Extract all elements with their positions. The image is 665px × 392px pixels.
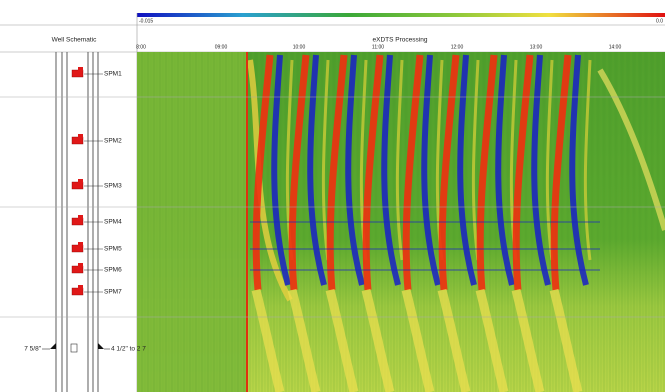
mandrel-valve	[78, 242, 83, 246]
right-header: eXDTS Processing	[373, 37, 428, 44]
streak	[549, 288, 583, 392]
streak	[307, 54, 327, 286]
colorbar-max: 0.0	[656, 18, 663, 24]
streak	[288, 54, 310, 291]
streak	[550, 54, 572, 291]
mandrel-valve	[78, 67, 83, 71]
streak	[345, 54, 365, 286]
streak	[287, 288, 321, 392]
time-tick-label: 8:00	[136, 44, 146, 50]
mandrel-valve	[78, 134, 83, 138]
streak	[395, 59, 404, 261]
streak	[402, 54, 424, 291]
streak	[421, 54, 441, 286]
mandrel	[71, 136, 84, 145]
mandrel-label: SPM4	[104, 219, 122, 226]
mandrel-label: SPM6	[104, 267, 122, 274]
mandrel-valve	[78, 215, 83, 219]
time-tick-label: 10:00	[293, 44, 306, 50]
streak	[511, 288, 545, 392]
streak	[271, 54, 291, 286]
mandrel	[71, 265, 84, 274]
mandrel-label: SPM5	[104, 246, 122, 253]
mandrel-label: SPM3	[104, 183, 122, 190]
streak	[361, 288, 395, 392]
streak	[545, 59, 554, 261]
well-schematic: 7 5/8" 4 1/2" to 2 7 SPM1 SPM2 SPM3 SPM4 SPM…	[24, 52, 146, 392]
streak	[457, 54, 477, 286]
streak	[401, 288, 435, 392]
streak	[512, 54, 534, 291]
time-tick-label: 11:00	[372, 44, 384, 50]
mandrel	[71, 69, 84, 78]
mandrel	[71, 181, 84, 190]
time-tick-label: 13:00	[530, 44, 543, 50]
mandrel-valve	[78, 179, 83, 183]
mandrel	[71, 287, 84, 296]
streak	[531, 54, 551, 286]
streak	[438, 54, 460, 291]
heatmap-pre	[137, 52, 247, 392]
casing-shoe	[50, 343, 56, 349]
time-tick-label: 12:00	[451, 44, 464, 50]
packer	[70, 343, 78, 353]
colorbar	[137, 13, 665, 17]
streak	[381, 54, 401, 286]
casing-label: 7 5/8"	[24, 346, 41, 353]
mandrel	[71, 217, 84, 226]
colorbar-min: -0.015	[139, 18, 153, 24]
streak	[321, 59, 330, 261]
tubing-label: 4 1/2" to 2 7	[111, 346, 146, 353]
streak	[495, 54, 515, 286]
casing-shoe	[98, 343, 104, 349]
mandrel-valve	[78, 263, 83, 267]
streak	[476, 54, 498, 291]
mandrel	[71, 244, 84, 253]
time-tick-label: 09:00	[215, 44, 228, 50]
mandrel-label: SPM7	[104, 289, 122, 296]
streak	[437, 288, 471, 392]
streak	[471, 59, 480, 261]
mandrel-label: SPM1	[104, 71, 122, 78]
streak	[362, 54, 384, 291]
time-tick-label: 14:00	[609, 44, 622, 50]
streak	[251, 288, 285, 392]
streak	[475, 288, 509, 392]
streak	[569, 54, 589, 286]
streak	[252, 54, 274, 291]
streak	[326, 54, 348, 291]
mandrel-label: SPM2	[104, 138, 122, 145]
streak	[583, 59, 592, 261]
streak	[325, 288, 359, 392]
heatmap	[137, 52, 665, 392]
left-header: Well Schematic	[52, 37, 97, 44]
streak	[597, 68, 665, 231]
mandrel-valve	[78, 285, 83, 289]
